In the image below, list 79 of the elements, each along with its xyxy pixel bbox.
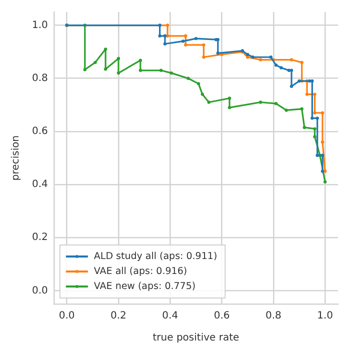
point xyxy=(138,68,142,72)
point xyxy=(269,56,272,59)
point xyxy=(158,34,162,38)
point xyxy=(310,116,314,120)
point xyxy=(170,71,174,75)
point xyxy=(300,107,304,110)
point xyxy=(305,92,309,96)
point xyxy=(313,135,316,138)
x-axis-title: true positive rate xyxy=(152,332,240,344)
legend-label: VAE new (aps: 0.775) xyxy=(94,280,196,292)
legend-label: VAE all (aps: 0.916) xyxy=(94,266,188,277)
point xyxy=(158,24,162,27)
y-tick-label: 1.0 xyxy=(32,20,48,31)
point xyxy=(186,76,190,80)
y-tick-label: 0.2 xyxy=(32,232,48,244)
point xyxy=(323,180,327,184)
point xyxy=(316,154,319,157)
point xyxy=(316,116,319,120)
x-tick-label: 0.4 xyxy=(162,310,178,322)
point xyxy=(194,36,198,40)
point xyxy=(246,52,250,56)
point xyxy=(83,68,86,72)
x-tick-label: 1.0 xyxy=(317,310,334,322)
point xyxy=(159,68,163,72)
point xyxy=(228,106,232,110)
point xyxy=(116,71,120,75)
point xyxy=(94,60,97,64)
point xyxy=(163,42,167,46)
point xyxy=(181,40,185,43)
x-tick-label: 0.8 xyxy=(265,310,282,322)
point xyxy=(163,34,167,38)
point xyxy=(274,102,278,106)
point xyxy=(290,84,294,88)
point xyxy=(280,66,283,70)
point xyxy=(320,154,324,157)
x-tick-label: 0.2 xyxy=(110,310,126,322)
point xyxy=(166,34,170,38)
point xyxy=(228,96,232,100)
point xyxy=(290,68,294,72)
point xyxy=(298,79,301,83)
point xyxy=(320,140,324,144)
point xyxy=(302,126,306,130)
y-tick-label: 0.6 xyxy=(32,126,48,138)
point xyxy=(274,63,278,67)
point xyxy=(184,43,188,47)
point xyxy=(313,92,316,96)
point xyxy=(258,58,262,62)
point xyxy=(207,100,210,104)
point xyxy=(284,108,288,112)
point xyxy=(104,67,108,71)
y-tick-label: 0.4 xyxy=(32,179,48,190)
point xyxy=(104,48,108,51)
point xyxy=(216,52,220,55)
point xyxy=(320,170,324,173)
point xyxy=(202,43,206,47)
point xyxy=(138,58,142,62)
point xyxy=(116,56,120,60)
point xyxy=(258,100,262,104)
y-tick-label: 0.0 xyxy=(32,285,48,296)
y-axis-title: precision xyxy=(10,135,22,181)
point xyxy=(300,60,304,64)
x-tick-label: 0.0 xyxy=(58,310,75,322)
point xyxy=(313,111,316,114)
point xyxy=(251,56,254,59)
point xyxy=(290,58,294,62)
point xyxy=(323,170,327,173)
legend-label: ALD study all (aps: 0.911) xyxy=(94,250,218,262)
point xyxy=(320,111,324,114)
point xyxy=(184,34,188,38)
point xyxy=(202,56,206,59)
point xyxy=(196,82,200,86)
point xyxy=(287,68,291,72)
y-tick-label: 0.8 xyxy=(32,72,48,84)
x-tick-label: 0.6 xyxy=(214,310,230,322)
point xyxy=(166,24,170,27)
point xyxy=(200,92,204,96)
point xyxy=(313,127,316,130)
point xyxy=(246,56,250,59)
point xyxy=(310,79,314,83)
